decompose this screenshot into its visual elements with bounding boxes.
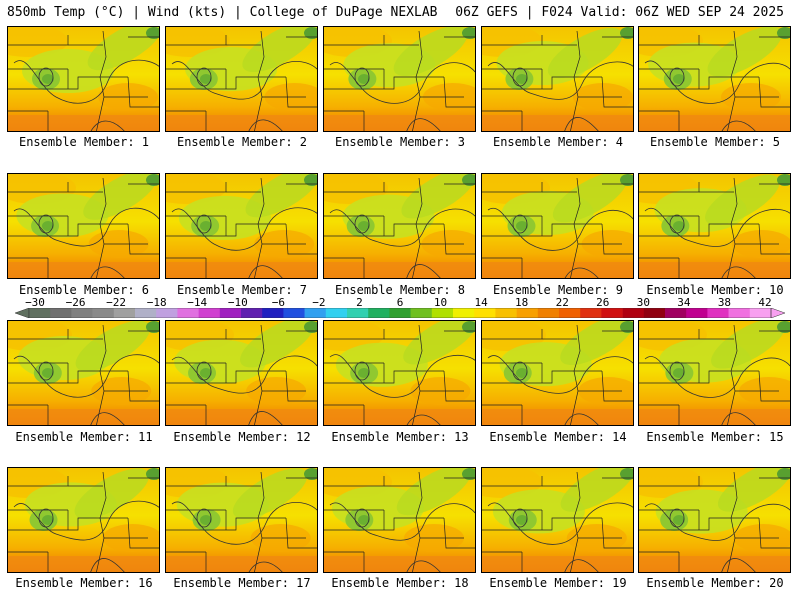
- ensemble-member-label: Ensemble Member: 17: [173, 576, 311, 590]
- ensemble-member-label: Ensemble Member: 19: [489, 576, 627, 590]
- ensemble-panel-8: [323, 173, 476, 279]
- colorbar-tick-label: 6: [396, 296, 404, 309]
- ensemble-panel-3: [323, 26, 476, 132]
- colorbar-tick-label: 42: [758, 296, 772, 309]
- colorbar-segment: [156, 308, 178, 318]
- colorbar-segment: [29, 308, 51, 318]
- colorbar-tick-label: −10: [227, 296, 248, 309]
- ensemble-member-label: Ensemble Member: 1: [18, 135, 150, 149]
- colorbar-segment: [219, 308, 242, 318]
- ensemble-panel-7: [165, 173, 318, 279]
- ensemble-panel-2: [165, 26, 318, 132]
- ensemble-member-label: Ensemble Member: 10: [646, 283, 784, 297]
- colorbar-tick-label: 34: [677, 296, 691, 309]
- ensemble-member-label: Ensemble Member: 2: [176, 135, 308, 149]
- colorbar-segment: [453, 308, 475, 318]
- colorbar-segment: [516, 308, 539, 318]
- ensemble-panel-4: [481, 26, 634, 132]
- ensemble-member-label: Ensemble Member: 20: [646, 576, 784, 590]
- colorbar-segment: [601, 308, 623, 318]
- colorbar-segment: [665, 308, 687, 318]
- ensemble-member-label: Ensemble Member: 11: [15, 430, 153, 444]
- colorbar-segment: [283, 308, 305, 318]
- colorbar-tick-label: −2: [312, 296, 326, 309]
- colorbar-tick-label: −18: [146, 296, 167, 309]
- ensemble-panel-11: [7, 320, 160, 426]
- colorbar-tick-label: −26: [65, 296, 86, 309]
- colorbar-tick-label: 22: [555, 296, 569, 309]
- colorbar-segment: [643, 308, 666, 318]
- colorbar-segment: [537, 308, 560, 318]
- header: 850mb Temp (°C) | Wind (kts) | College o…: [0, 0, 800, 24]
- colorbar-tick-label: 10: [433, 296, 448, 309]
- colorbar-segment: [325, 308, 348, 318]
- ensemble-member-label: Ensemble Member: 15: [646, 430, 784, 444]
- colorbar-tick-label: −30: [25, 296, 45, 309]
- colorbar-segment: [749, 308, 772, 318]
- ensemble-member-label: Ensemble Member: 14: [489, 430, 627, 444]
- colorbar-segment: [474, 308, 496, 318]
- ensemble-member-label: Ensemble Member: 3: [334, 135, 466, 149]
- ensemble-member-label: Ensemble Member: 18: [331, 576, 469, 590]
- colorbar-tick-label: 18: [515, 296, 529, 309]
- colorbar-segment: [559, 308, 581, 318]
- colorbar-segment: [113, 308, 136, 318]
- colorbar-segment: [135, 308, 157, 318]
- ensemble-panel-1: [7, 26, 160, 132]
- colorbar-tick-label: 38: [717, 296, 732, 309]
- ensemble-member-label: Ensemble Member: 6: [18, 283, 150, 297]
- ensemble-panel-16: [7, 467, 160, 573]
- ensemble-member-label: Ensemble Member: 5: [649, 135, 781, 149]
- temperature-colorbar: [15, 308, 785, 318]
- ensemble-panel-6: [7, 173, 160, 279]
- ensemble-panel-5: [638, 26, 791, 132]
- colorbar-segment: [262, 308, 284, 318]
- run-info: 06Z GEFS | F024 Valid: 06Z WED SEP 24 20…: [455, 5, 784, 20]
- colorbar-segment: [347, 308, 369, 318]
- colorbar-segment: [580, 308, 602, 318]
- colorbar-segment: [198, 308, 221, 318]
- ensemble-member-label: Ensemble Member: 7: [176, 283, 308, 297]
- colorbar-segment: [686, 308, 708, 318]
- ensemble-member-label: Ensemble Member: 4: [492, 135, 624, 149]
- ensemble-panel-9: [481, 173, 634, 279]
- colorbar-segment: [410, 308, 433, 318]
- colorbar-segment: [92, 308, 115, 318]
- ensemble-panel-20: [638, 467, 791, 573]
- ensemble-member-label: Ensemble Member: 8: [334, 283, 466, 297]
- ensemble-member-label: Ensemble Member: 16: [15, 576, 153, 590]
- ensemble-panel-12: [165, 320, 318, 426]
- colorbar-tick-label: 14: [474, 296, 488, 309]
- colorbar-tick-label: 26: [596, 296, 610, 309]
- ensemble-member-label: Ensemble Member: 13: [331, 430, 469, 444]
- colorbar-segment: [368, 308, 390, 318]
- colorbar-segment: [304, 308, 327, 318]
- colorbar-segment: [241, 308, 263, 318]
- ensemble-member-label: Ensemble Member: 12: [173, 430, 311, 444]
- ensemble-panel-10: [638, 173, 791, 279]
- colorbar-tick-label: −22: [106, 296, 127, 309]
- colorbar-segment: [495, 308, 517, 318]
- colorbar-segment: [177, 308, 199, 318]
- ensemble-member-label: Ensemble Member: 9: [492, 283, 624, 297]
- colorbar-segment: [431, 308, 454, 318]
- colorbar-tick-label: 30: [636, 296, 650, 309]
- colorbar-segment: [707, 308, 729, 318]
- colorbar-tick-label: 2: [356, 296, 363, 309]
- colorbar-segment: [728, 308, 751, 318]
- ensemble-panel-15: [638, 320, 791, 426]
- colorbar-tick-label: −14: [187, 296, 208, 309]
- ensemble-panel-14: [481, 320, 634, 426]
- colorbar-segment: [389, 308, 411, 318]
- ensemble-panel-19: [481, 467, 634, 573]
- ensemble-panel-13: [323, 320, 476, 426]
- colorbar-tick-label: −6: [271, 296, 285, 309]
- chart-title: 850mb Temp (°C) | Wind (kts) | College o…: [7, 5, 438, 20]
- ensemble-panel-18: [323, 467, 476, 573]
- colorbar-segment: [50, 308, 72, 318]
- colorbar-segment: [622, 308, 645, 318]
- colorbar-segment: [71, 308, 93, 318]
- ensemble-panel-17: [165, 467, 318, 573]
